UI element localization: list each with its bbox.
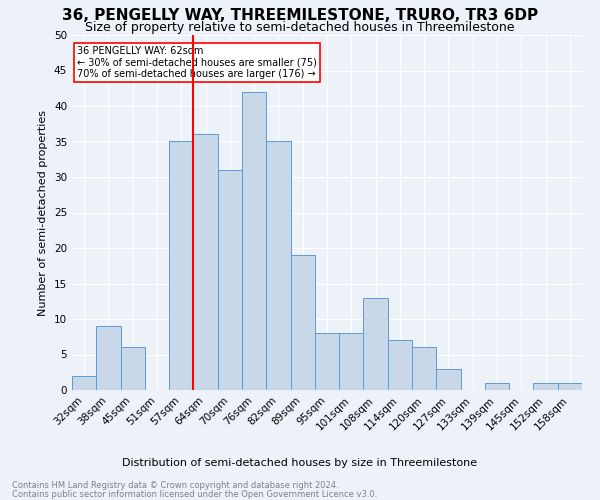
Text: Distribution of semi-detached houses by size in Threemilestone: Distribution of semi-detached houses by …	[122, 458, 478, 468]
Bar	[558, 383, 582, 390]
Bar	[218, 170, 242, 390]
Bar	[533, 383, 558, 390]
Y-axis label: Number of semi-detached properties: Number of semi-detached properties	[38, 110, 49, 316]
Text: 36 PENGELLY WAY: 62sqm
← 30% of semi-detached houses are smaller (75)
70% of sem: 36 PENGELLY WAY: 62sqm ← 30% of semi-det…	[77, 46, 317, 79]
Bar	[266, 142, 290, 390]
Bar	[193, 134, 218, 390]
Bar	[169, 142, 193, 390]
Bar	[242, 92, 266, 390]
Text: Size of property relative to semi-detached houses in Threemilestone: Size of property relative to semi-detach…	[85, 21, 515, 34]
Bar	[436, 368, 461, 390]
Bar	[412, 348, 436, 390]
Bar	[485, 383, 509, 390]
Text: Contains HM Land Registry data © Crown copyright and database right 2024.: Contains HM Land Registry data © Crown c…	[12, 481, 338, 490]
Bar	[290, 255, 315, 390]
Bar	[315, 333, 339, 390]
Text: 36, PENGELLY WAY, THREEMILESTONE, TRURO, TR3 6DP: 36, PENGELLY WAY, THREEMILESTONE, TRURO,…	[62, 8, 538, 22]
Text: Contains public sector information licensed under the Open Government Licence v3: Contains public sector information licen…	[12, 490, 377, 499]
Bar	[388, 340, 412, 390]
Bar	[96, 326, 121, 390]
Bar	[121, 348, 145, 390]
Bar	[364, 298, 388, 390]
Bar	[339, 333, 364, 390]
Bar	[72, 376, 96, 390]
